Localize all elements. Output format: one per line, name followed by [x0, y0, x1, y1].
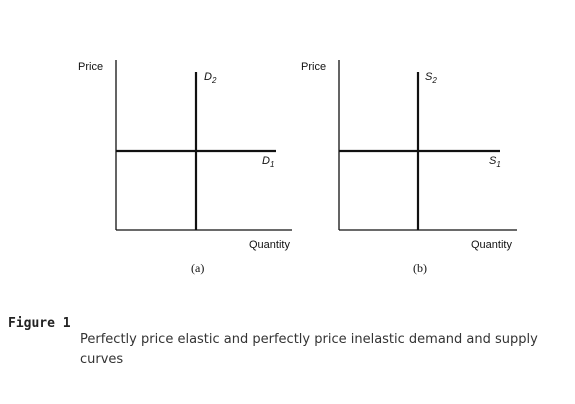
curve-letter: D: [204, 71, 212, 83]
curve-subscript: 1: [496, 160, 500, 169]
curve-subscript: 1: [270, 160, 274, 169]
y-axis-label: Price: [301, 61, 326, 73]
curve-subscript: 2: [431, 76, 437, 85]
diagram: Price Quantity (a) D2 D1 Price Quantity …: [78, 60, 517, 275]
curve-letter: S: [425, 71, 433, 83]
panel-a: Price Quantity (a) D2 D1: [78, 60, 292, 275]
curve-label: D2: [204, 71, 217, 85]
curve-subscript: 2: [211, 76, 217, 85]
y-axis-label: Price: [78, 61, 103, 73]
panel-label: (a): [191, 261, 204, 275]
figure-caption: Perfectly price elastic and perfectly pr…: [80, 332, 538, 367]
curve-letter: S: [489, 155, 497, 167]
figure-label: Figure 1: [8, 316, 71, 331]
panel-label: (b): [413, 261, 427, 275]
curve-letter: D: [262, 155, 270, 167]
curve-label: S2: [425, 71, 437, 85]
curve-label: S1: [489, 155, 501, 169]
x-axis-label: Quantity: [249, 239, 290, 251]
curve-label: D1: [262, 155, 274, 169]
panel-b: Price Quantity (b) S2 S1: [301, 60, 517, 275]
x-axis-label: Quantity: [471, 239, 512, 251]
